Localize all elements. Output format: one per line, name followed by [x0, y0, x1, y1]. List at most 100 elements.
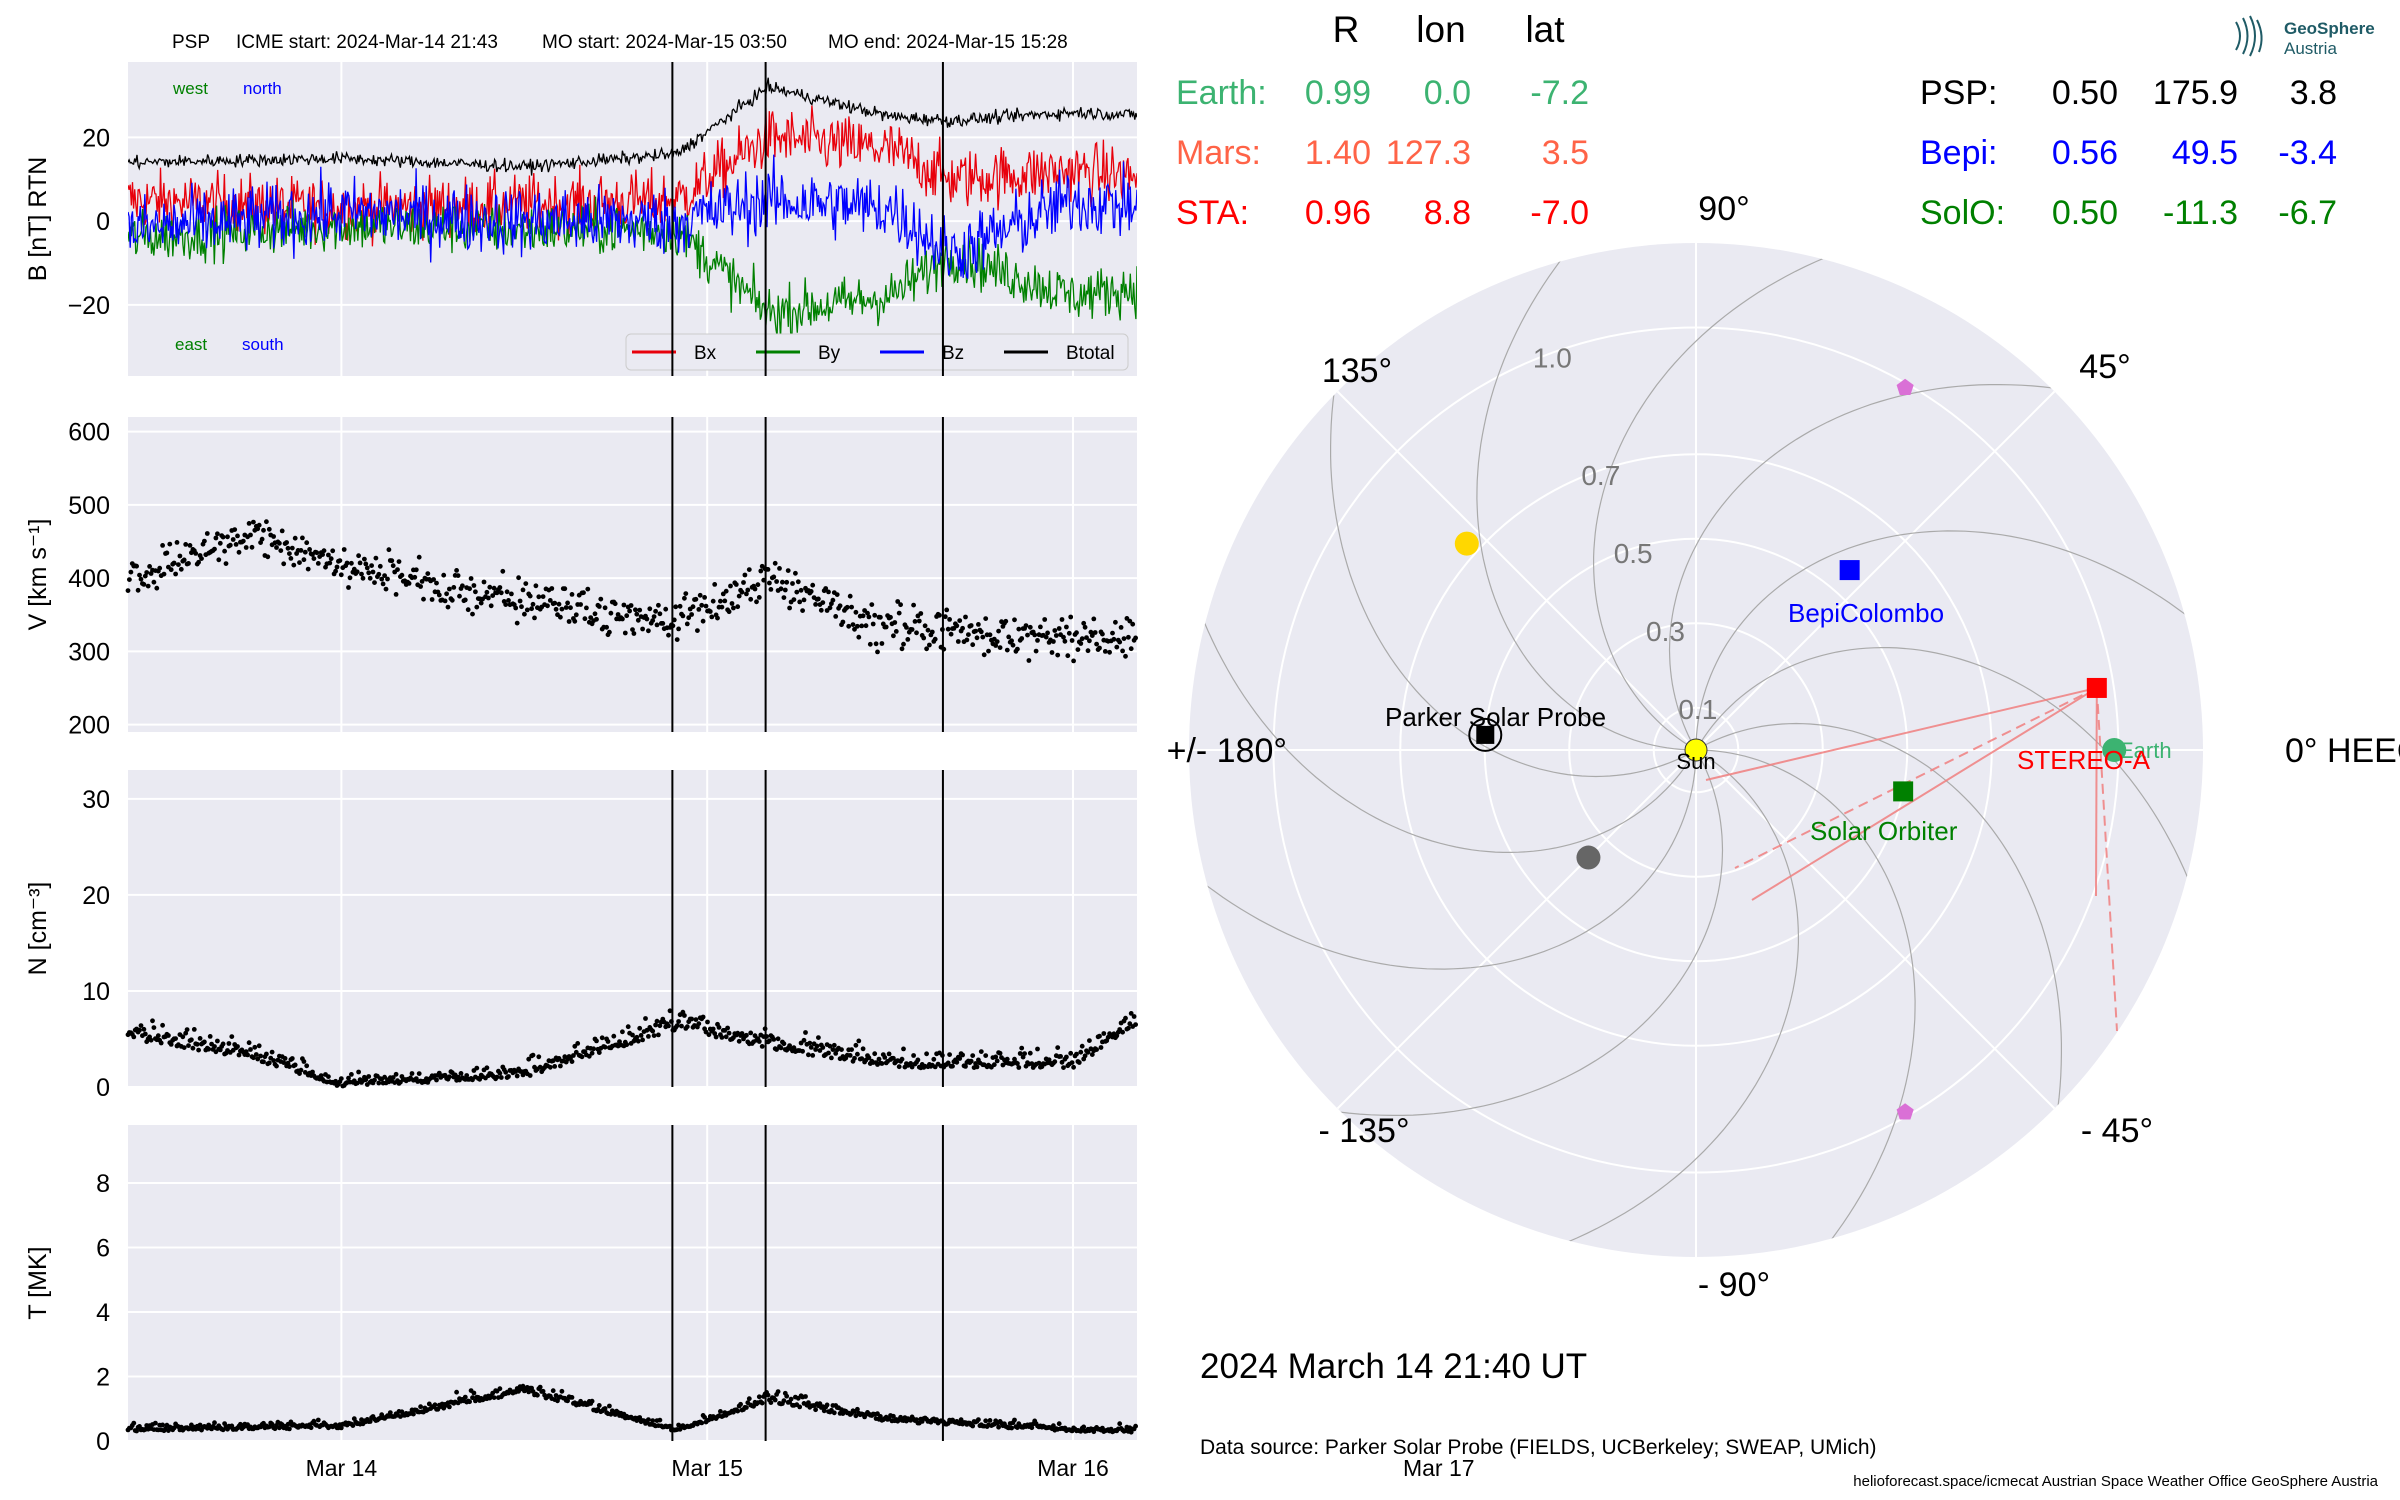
data-point	[266, 526, 272, 532]
data-point	[197, 1036, 203, 1041]
data-point	[646, 628, 651, 634]
data-point	[723, 1034, 729, 1040]
data-point	[131, 1034, 137, 1040]
table-header: lat	[1525, 9, 1565, 50]
data-point	[793, 570, 798, 576]
data-point	[330, 548, 336, 554]
data-point	[500, 568, 506, 574]
data-point	[651, 614, 657, 619]
row-name: SolO:	[1920, 194, 2005, 232]
data-point	[746, 567, 752, 572]
data-point	[545, 603, 550, 609]
data-point	[364, 565, 370, 571]
data-point	[553, 606, 559, 612]
data-point	[540, 594, 546, 599]
mo-end-label: MO end: 2024-Mar-15 15:28	[828, 32, 1068, 53]
data-point	[856, 634, 862, 640]
data-point	[181, 557, 187, 563]
data-point	[454, 1389, 459, 1395]
data-point	[265, 554, 271, 560]
data-point	[735, 604, 741, 610]
data-point	[578, 602, 583, 607]
data-point	[585, 586, 591, 592]
data-source: Data source: Parker Solar Probe (FIELDS,…	[1200, 1436, 1877, 1459]
data-point	[1012, 1417, 1017, 1423]
row-r: 0.99	[1305, 74, 1371, 112]
data-point	[695, 628, 700, 633]
data-point	[1097, 645, 1102, 651]
data-point	[385, 576, 390, 582]
data-point	[367, 1419, 373, 1424]
data-point	[382, 573, 387, 578]
data-point	[1052, 628, 1058, 633]
data-point	[454, 568, 459, 573]
data-point	[444, 591, 449, 597]
data-point	[304, 540, 310, 546]
data-point	[572, 1043, 578, 1049]
data-point	[522, 611, 527, 617]
data-point	[1082, 1053, 1088, 1059]
data-point	[620, 1029, 625, 1035]
data-point	[1022, 1051, 1027, 1056]
table-row-sta: STA: 0.96 8.8 -7.0	[1176, 194, 1589, 232]
data-point	[300, 535, 305, 541]
data-point	[349, 1072, 354, 1077]
data-point	[504, 589, 510, 595]
data-point	[334, 564, 340, 570]
data-point	[696, 1021, 702, 1027]
row-name: Earth:	[1176, 74, 1267, 112]
data-point	[174, 540, 180, 545]
data-point	[490, 593, 496, 598]
data-point	[530, 1052, 536, 1058]
legend-label-bz: Bz	[942, 343, 964, 364]
data-point	[346, 585, 351, 590]
angle-label: 0° HEEQ	[2285, 732, 2400, 770]
data-point	[699, 602, 705, 608]
data-point	[846, 623, 852, 629]
angle-label: - 45°	[2081, 1112, 2153, 1150]
data-point	[651, 1033, 657, 1038]
data-point	[232, 527, 238, 532]
speed-points	[125, 519, 1138, 664]
data-point	[386, 547, 392, 553]
data-point	[367, 575, 373, 581]
data-point	[738, 1401, 743, 1407]
data-point	[434, 1077, 439, 1083]
data-point	[676, 626, 681, 632]
data-point	[255, 1056, 261, 1062]
table-row-psp: PSP: 0.50 175.9 3.8	[1920, 74, 2337, 112]
data-point	[589, 1050, 595, 1056]
data-point	[253, 1052, 259, 1057]
data-point	[596, 1403, 602, 1408]
data-point	[981, 652, 987, 658]
data-point	[497, 1386, 503, 1392]
data-point	[467, 586, 472, 592]
data-point	[745, 587, 751, 593]
data-point	[533, 583, 539, 589]
data-point	[471, 583, 477, 588]
sun-marker: Sun	[1676, 738, 1716, 774]
data-point	[1081, 620, 1087, 626]
data-point	[718, 1409, 723, 1414]
data-point	[715, 615, 720, 621]
data-point	[387, 1410, 393, 1415]
credits: helioforecast.space/icmecat Austrian Spa…	[1853, 1473, 2378, 1490]
data-point	[1075, 647, 1081, 652]
data-point	[849, 604, 854, 610]
data-point	[160, 1422, 166, 1428]
data-point	[908, 1061, 914, 1066]
marker-label: Solar Orbiter	[1810, 816, 1958, 846]
data-point	[372, 1077, 377, 1083]
data-point	[326, 552, 331, 558]
data-point	[1123, 1015, 1128, 1021]
density-points	[125, 1008, 1138, 1089]
data-point	[236, 549, 242, 555]
data-point	[980, 634, 986, 640]
data-point	[767, 580, 772, 586]
data-point	[227, 542, 233, 548]
data-point	[800, 1048, 805, 1054]
data-point	[369, 563, 374, 568]
data-point	[666, 1023, 671, 1029]
data-point	[983, 1053, 989, 1058]
data-point	[987, 632, 993, 638]
